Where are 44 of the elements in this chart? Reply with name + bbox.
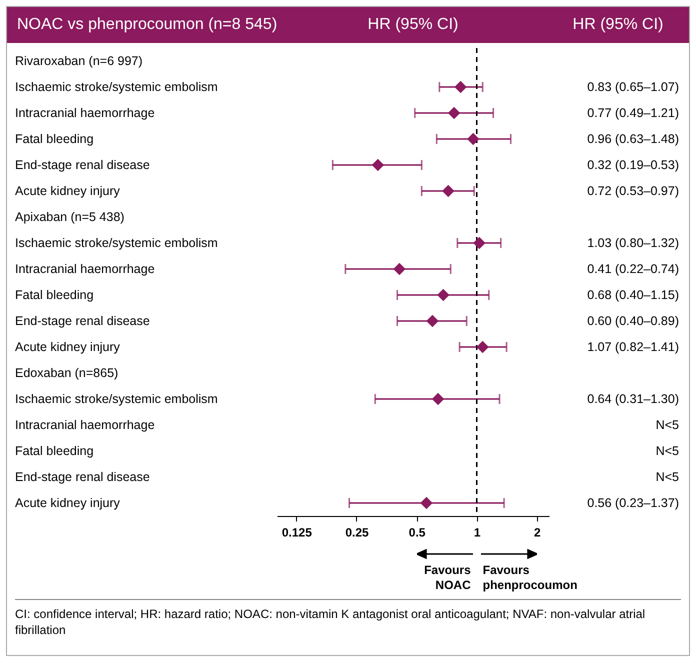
y-tick-label: Edoxaban (n=865) xyxy=(15,366,118,380)
y-tick-label: Fatal bleeding xyxy=(15,132,94,146)
y-tick-label: Intracranial haemorrhage xyxy=(15,262,155,276)
y-tick-label: Acute kidney injury xyxy=(15,340,121,354)
y-tick-label: Acute kidney injury xyxy=(15,184,121,198)
data-label: 1.03 (0.80–1.32) xyxy=(587,236,679,250)
data-label: 0.83 (0.65–1.07) xyxy=(587,80,679,94)
data-label: 0.72 (0.53–0.97) xyxy=(587,184,679,198)
text: HR (95% CI) xyxy=(572,16,664,34)
y-tick-label: Ischaemic stroke/systemic embolism xyxy=(15,80,218,94)
data-label: 0.56 (0.23–1.37) xyxy=(587,496,679,510)
text: N<5 xyxy=(656,444,679,458)
y-tick-label: Acute kidney injury xyxy=(15,496,121,510)
text: N<5 xyxy=(656,418,679,432)
y-tick-label: Intracranial haemorrhage xyxy=(15,106,155,120)
data-label: 0.77 (0.49–1.21) xyxy=(587,106,679,120)
text: N<5 xyxy=(656,470,679,484)
x-tick-label: 0.125 xyxy=(282,526,312,540)
y-tick-label: Ischaemic stroke/systemic embolism xyxy=(15,236,218,250)
y-tick-label: Ischaemic stroke/systemic embolism xyxy=(15,392,218,406)
x-tick-label: 1 xyxy=(474,526,481,540)
y-tick-label: End-stage renal disease xyxy=(15,470,150,484)
text: CI: confidence interval; HR: hazard ratio; NOAC: non-vitamin K antagonist oral anticoagulant; NVAF: non-valvular atrial fibrillation xyxy=(15,599,681,638)
y-tick-label: Intracranial haemorrhage xyxy=(15,418,155,432)
text: HR (95% CI) xyxy=(366,16,460,34)
y-tick-label: End-stage renal disease xyxy=(15,158,150,172)
text: Favours NOAC xyxy=(423,563,471,593)
data-label: 0.32 (0.19–0.53) xyxy=(587,158,679,172)
data-label: 0.60 (0.40–0.89) xyxy=(587,314,679,328)
text: Favours phenprocoumon xyxy=(482,563,578,593)
x-tick-label: 2 xyxy=(534,526,542,540)
data-label: 1.07 (0.82–1.41) xyxy=(587,340,679,354)
text: NOAC vs phenprocoumon (n=8 545) xyxy=(17,16,278,34)
y-tick-label: Rivaroxaban (n=6 997) xyxy=(15,54,143,68)
x-tick-label: 0.25 xyxy=(345,526,369,540)
data-label: 0.41 (0.22–0.74) xyxy=(587,262,679,276)
y-tick-label: End-stage renal disease xyxy=(15,314,150,328)
data-label: 0.96 (0.63–1.48) xyxy=(587,132,679,146)
data-label: 0.68 (0.40–1.15) xyxy=(587,288,679,302)
data-label: 0.64 (0.31–1.30) xyxy=(587,392,679,406)
x-tick-label: 0.5 xyxy=(408,526,426,540)
y-tick-label: Fatal bleeding xyxy=(15,444,94,458)
y-tick-label: Apixaban (n=5 438) xyxy=(15,210,124,224)
y-tick-label: Fatal bleeding xyxy=(15,288,94,302)
